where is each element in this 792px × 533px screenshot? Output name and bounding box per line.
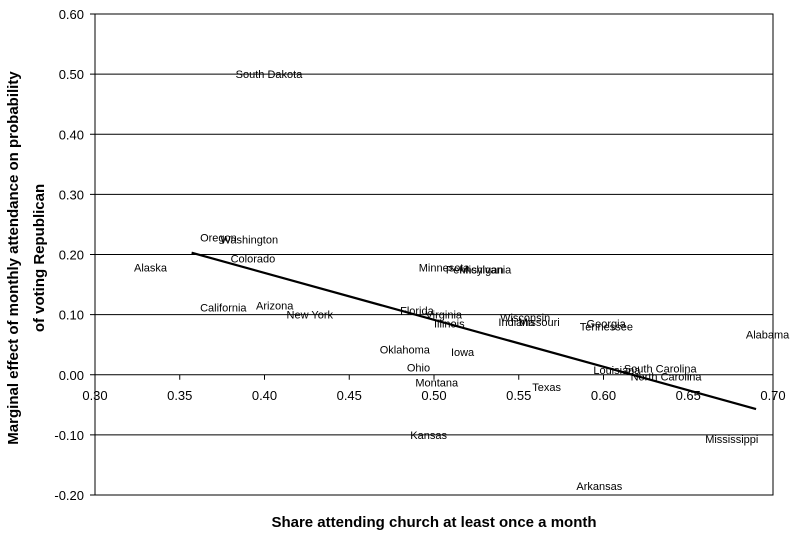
data-point-label: Oregon [200,233,237,245]
data-point-label: Tennessee [580,322,633,334]
data-point-label: Georgia [587,319,627,331]
data-point-label: Mississippi [705,434,758,446]
data-point-label: Minnesota [419,263,471,275]
y-tick-label: 0.20 [59,248,84,263]
x-axis-label: Share attending church at least once a m… [271,514,596,531]
trend-line [191,251,757,411]
data-point-label: Alabama [746,329,790,341]
y-tick-label: 0.50 [59,67,84,82]
y-tick-label: 0.30 [59,187,84,202]
data-point-label: Pennsylvania [446,265,512,277]
x-tick-label: 0.55 [506,388,531,403]
data-point-label: Iowa [451,347,475,359]
x-tick-label: 0.35 [167,388,192,403]
data-point-label: Michigan [459,265,503,277]
y-axis-label-line-2: of voting Republican [31,184,48,332]
y-axis-label-line-1: Marginal effect of monthly attendance on… [5,71,22,445]
x-tick-label: 0.50 [421,388,446,403]
y-tick-label: 0.40 [59,127,84,142]
x-tick-label: 0.70 [760,388,785,403]
data-point-label: Texas [532,382,561,394]
data-point-label: Washington [220,234,278,246]
data-point-label: Wisconsin [500,313,550,325]
y-axis-label: Marginal effect of monthly attendance on… [5,71,48,445]
data-point-label: Colorado [231,254,276,266]
y-axis-ticks: -0.20 -0.10 0.00 0.10 0.20 0.30 0.40 0.50 0.60 [54,7,95,503]
y-tick-label: 0.60 [59,7,84,22]
data-point-label: Montana [415,378,459,390]
x-tick-label: 0.30 [82,388,107,403]
y-tick-label: -0.20 [54,488,84,503]
data-point-label: North Carolina [631,372,703,384]
data-point-label: Oklahoma [380,344,431,356]
data-point-label: Ohio [407,363,430,375]
data-point-label: Florida [400,305,435,317]
x-tick-label: 0.45 [337,388,362,403]
y-tick-label: -0.10 [54,428,84,443]
data-point-label: Virginia [426,310,463,322]
y-tick-label: 0.10 [59,308,84,323]
x-tick-label: 0.60 [591,388,616,403]
data-point-label: Arkansas [576,481,622,493]
data-point-label: Kansas [410,430,447,442]
x-axis-ticks: 0.30 0.35 0.40 0.45 0.50 0.55 0.60 0.65 0.70 [82,374,786,403]
data-point-label: South Dakota [236,69,304,81]
x-tick-label: 0.40 [252,388,277,403]
data-point-label: New York [287,310,334,322]
data-point-label: Indiana [498,317,535,329]
data-point-label: California [200,302,247,314]
y-tick-label: 0.00 [59,368,84,383]
data-point-label: South Carolina [624,364,698,376]
data-point-label: Alaska [134,263,168,275]
data-point-label: Arizona [256,301,294,313]
data-point-label: Missouri [519,317,560,329]
